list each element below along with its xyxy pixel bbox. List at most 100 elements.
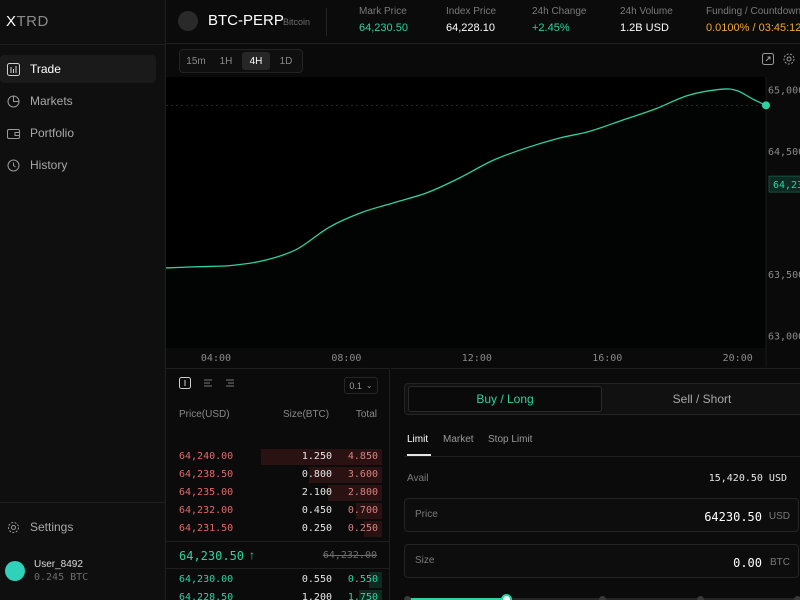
chevron-down-icon: ⌄ <box>365 381 373 390</box>
bid-row[interactable]: 64,228.50 1.200 1.750 <box>166 589 390 600</box>
ask-price: 64,238.50 <box>179 469 234 480</box>
ask-total: 3.600 <box>347 469 378 480</box>
divider <box>326 8 327 36</box>
brand-logo[interactable]: XTRD <box>6 13 49 30</box>
precision-select[interactable]: 0.1 ⌄ <box>344 377 378 394</box>
stat-index-price: Index Price 64,228.10 <box>446 6 496 34</box>
slider-fill <box>407 598 506 600</box>
price-field[interactable]: Price 64230.50 USD <box>404 498 799 532</box>
ask-price: 64,240.00 <box>179 451 234 462</box>
x-tick-label: 16:00 <box>592 353 622 364</box>
depth-bar <box>308 467 382 483</box>
price-chart[interactable]: 15m 1H 4H 1D 65,000 64,500 63,500 63,000 64,… <box>166 45 800 367</box>
arrow-up-icon: ↑ <box>249 548 255 562</box>
chart-settings-icon[interactable] <box>782 52 796 66</box>
slider-step[interactable] <box>794 596 800 600</box>
stat-label: Index Price <box>446 6 497 17</box>
ask-row[interactable]: 64,238.50 0.800 3.600 <box>166 466 390 484</box>
mid-price-row: 64,230.50 ↑ 64,232.00 <box>166 541 390 569</box>
price-line <box>166 88 767 269</box>
ask-price: 64,231.50 <box>179 523 234 534</box>
side-toggle: Buy / Long Sell / Short <box>404 383 800 415</box>
stat-value: 64,228.10 <box>446 22 495 34</box>
timeframe-selector: 15m 1H 4H 1D <box>179 49 303 73</box>
sidebar-item-settings[interactable]: Settings <box>0 513 156 541</box>
avatar[interactable] <box>5 561 25 581</box>
buy-long-button[interactable]: Buy / Long <box>408 386 602 412</box>
sidebar: XTRD Trade Markets Portfolio History Set… <box>0 0 166 600</box>
sell-short-button[interactable]: Sell / Short <box>672 392 732 406</box>
depth-bar <box>355 503 382 519</box>
tab-stop-limit[interactable]: Stop Limit <box>488 434 533 445</box>
y-tick-label: 63,500 <box>768 270 800 281</box>
stat-value: +2.45% <box>532 22 570 34</box>
slider-step[interactable] <box>599 596 606 600</box>
size-label: Size <box>415 555 435 566</box>
ask-row[interactable]: 64,240.00 1.250 4.850 <box>166 448 390 466</box>
sidebar-item-trade[interactable]: Trade <box>0 55 156 83</box>
sidebar-item-label: Settings <box>30 520 74 534</box>
user-balance: 0.245 BTC <box>34 572 89 583</box>
tab-limit[interactable]: Limit <box>407 434 429 445</box>
ask-row[interactable]: 64,235.00 2.100 2.800 <box>166 484 390 502</box>
bid-size: 0.550 <box>301 574 332 585</box>
available-balance: 15,420.50 USD <box>708 473 787 484</box>
asks-view-icon[interactable] <box>224 377 236 389</box>
timeframe-1d[interactable]: 1D <box>279 55 293 67</box>
price-unit: USD <box>768 511 790 522</box>
stat-24h-volume: 24h Volume 1.2B USD <box>620 6 673 34</box>
sidebar-item-history[interactable]: History <box>0 151 156 179</box>
available-label: Avail <box>407 473 429 484</box>
bid-size: 1.200 <box>301 592 332 600</box>
pair-selector[interactable]: BTC-PERP <box>208 12 284 29</box>
bid-total: 1.750 <box>347 592 378 600</box>
ask-total: 4.850 <box>347 451 378 462</box>
column-header-size: Size(BTC) <box>283 409 330 420</box>
slider-step[interactable] <box>697 596 704 600</box>
timeframe-4h[interactable]: 4H <box>242 52 270 70</box>
bitcoin-icon <box>178 11 198 31</box>
size-field[interactable]: Size 0.00 BTC <box>404 544 799 578</box>
depth-bar <box>359 590 382 600</box>
bid-row[interactable]: 64,230.00 0.550 0.550 <box>166 571 390 589</box>
ask-row[interactable]: 64,231.50 0.250 0.250 <box>166 520 390 538</box>
y-tick-label: 65,000 <box>768 85 800 96</box>
size-unit: BTC <box>770 557 790 568</box>
x-tick-label: 12:00 <box>462 353 492 364</box>
stat-24h-change: 24h Change +2.45% <box>532 6 587 34</box>
sidebar-item-portfolio[interactable]: Portfolio <box>0 119 156 147</box>
y-tick-label: 63,000 <box>768 332 800 343</box>
ask-row[interactable]: 64,232.00 0.450 0.700 <box>166 502 390 520</box>
mark-price: 64,232.00 <box>322 550 377 561</box>
order-book: 0.1 ⌄ Price(USD) Size(BTC) Total 64,240.… <box>166 368 390 600</box>
price-input[interactable]: 64230.50 <box>704 510 762 524</box>
ask-size: 0.450 <box>301 505 332 516</box>
x-tick-label: 08:00 <box>331 353 361 364</box>
size-slider[interactable] <box>404 594 800 600</box>
sidebar-item-label: Portfolio <box>30 126 75 140</box>
expand-icon[interactable] <box>761 52 775 66</box>
divider <box>404 456 800 457</box>
sidebar-item-markets[interactable]: Markets <box>0 87 156 115</box>
stat-value: 1.2B USD <box>620 22 669 34</box>
market-header: BTC-PERP Bitcoin Mark Price 64,230.50 In… <box>166 0 800 44</box>
timeframe-1h[interactable]: 1H <box>219 55 233 67</box>
ask-total: 2.800 <box>347 487 378 498</box>
plot-area <box>166 77 766 348</box>
bids-view-icon[interactable] <box>202 377 214 389</box>
slider-handle[interactable] <box>500 594 512 600</box>
book-view-icon[interactable] <box>179 377 191 389</box>
size-input[interactable]: 0.00 <box>733 556 762 570</box>
y-tick-label: 64,500 <box>768 147 800 158</box>
pair-subtitle: Bitcoin <box>283 17 311 27</box>
x-tick-label: 04:00 <box>201 353 231 364</box>
stat-label: 24h Volume <box>620 6 673 17</box>
last-price: 64,230.50 <box>179 549 245 563</box>
depth-bar <box>327 485 382 501</box>
stat-label: Mark Price <box>359 6 407 17</box>
tab-market[interactable]: Market <box>443 434 474 445</box>
timeframe-15m[interactable]: 15m <box>186 55 206 67</box>
trade-icon <box>6 62 20 76</box>
slider-step[interactable] <box>404 596 411 600</box>
ask-price: 64,232.00 <box>179 505 234 516</box>
